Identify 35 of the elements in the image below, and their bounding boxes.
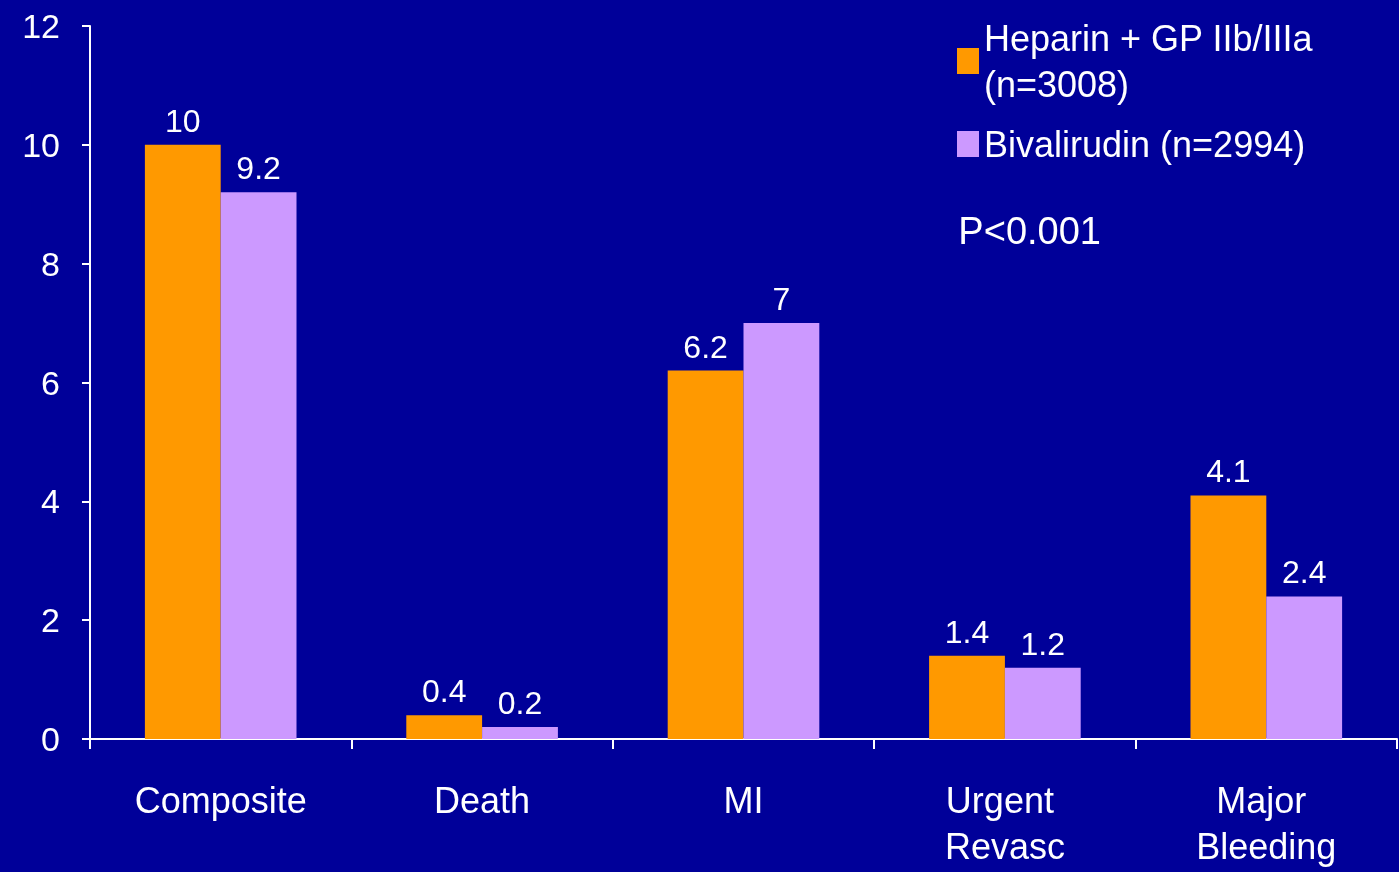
data-label: 9.2 <box>236 150 281 187</box>
y-tick-label: 8 <box>41 244 60 283</box>
y-tick-label: 2 <box>41 601 60 640</box>
bar <box>929 655 1005 739</box>
bar <box>1266 596 1343 739</box>
bar <box>482 727 558 739</box>
data-label: 10 <box>165 102 201 139</box>
bar <box>406 715 483 739</box>
legend-label: Heparin + GP IIb/IIIa (n=3008) <box>984 17 1323 105</box>
bar <box>1190 495 1267 739</box>
data-label: 7 <box>772 281 791 318</box>
bar <box>1004 667 1081 739</box>
x-tick-label: Composite <box>134 779 307 821</box>
data-label: 1.4 <box>944 613 990 650</box>
bar <box>144 144 221 739</box>
bar <box>743 323 820 739</box>
y-tick-label: 4 <box>41 482 60 521</box>
x-tick-label: Urgent Revasc <box>944 779 1065 867</box>
data-label: 6.2 <box>683 328 728 365</box>
y-tick-label: 10 <box>22 125 60 164</box>
annotation: P<0.001 <box>958 210 1102 252</box>
bar <box>220 192 297 739</box>
bar <box>667 370 744 739</box>
x-tick-label: MI <box>723 779 764 821</box>
x-tick-label: Major Bleeding <box>1196 779 1337 867</box>
y-tick-label: 6 <box>41 363 60 402</box>
x-tick-label: Death <box>434 779 531 821</box>
data-label: 2.4 <box>1281 554 1327 591</box>
data-label: 1.2 <box>1020 625 1066 662</box>
legend-label: Bivalirudin (n=2994) <box>984 123 1306 165</box>
y-tick-label: 12 <box>22 7 60 45</box>
data-label: 0.4 <box>421 673 467 710</box>
data-label: 4.1 <box>1206 453 1251 490</box>
data-label: 0.2 <box>497 685 543 722</box>
y-tick-label: 0 <box>41 720 60 758</box>
